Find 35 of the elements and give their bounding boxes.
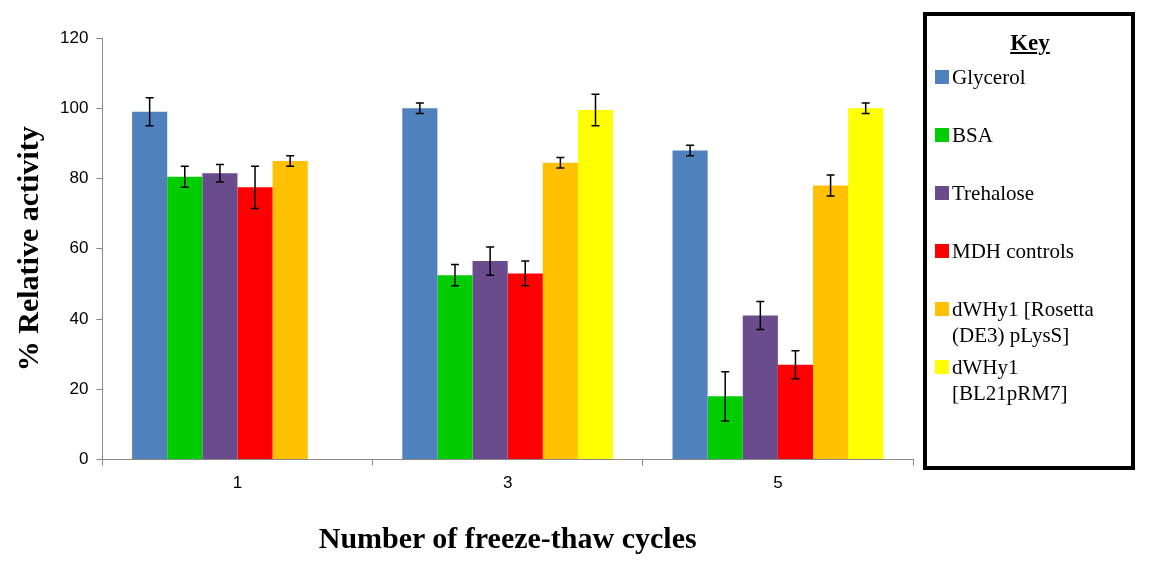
y-axis-title: % Relative activity	[10, 126, 44, 372]
bar	[672, 150, 708, 460]
y-tick-label: 100	[59, 97, 89, 117]
x-tick-label: 3	[502, 473, 513, 493]
bar	[542, 162, 578, 460]
y-tick-label: 20	[69, 379, 89, 399]
bar	[742, 315, 778, 460]
y-tick-label: 40	[69, 308, 89, 328]
legend-label: Trehalose	[952, 180, 1035, 206]
legend-label: MDH controls	[952, 238, 1074, 264]
legend-title: Key	[1009, 30, 1051, 56]
bar	[202, 173, 238, 460]
legend-label: Glycerol	[952, 64, 1026, 90]
legend-label: dWHy1 [BL21pRM7]	[952, 354, 1069, 406]
y-tick-label: 80	[69, 168, 89, 188]
bar	[813, 185, 849, 460]
bar	[848, 108, 884, 460]
bar	[237, 187, 273, 460]
legend-label: BSA	[952, 122, 993, 148]
bar	[472, 261, 508, 460]
bar	[777, 364, 814, 460]
y-tick-label: 120	[59, 27, 89, 47]
x-tick-label: 5	[773, 473, 783, 493]
bar	[437, 275, 473, 460]
bar	[707, 396, 743, 460]
bar	[272, 160, 308, 460]
bar	[402, 108, 438, 460]
y-tick-label: 60	[69, 238, 89, 258]
bar	[507, 273, 543, 460]
bar	[132, 111, 168, 460]
y-tick-label: 0	[78, 449, 89, 469]
bar	[577, 110, 614, 460]
bar	[167, 176, 203, 460]
x-axis-title: Number of freeze-thaw cycles	[318, 520, 697, 554]
x-tick-label: 1	[232, 473, 243, 493]
